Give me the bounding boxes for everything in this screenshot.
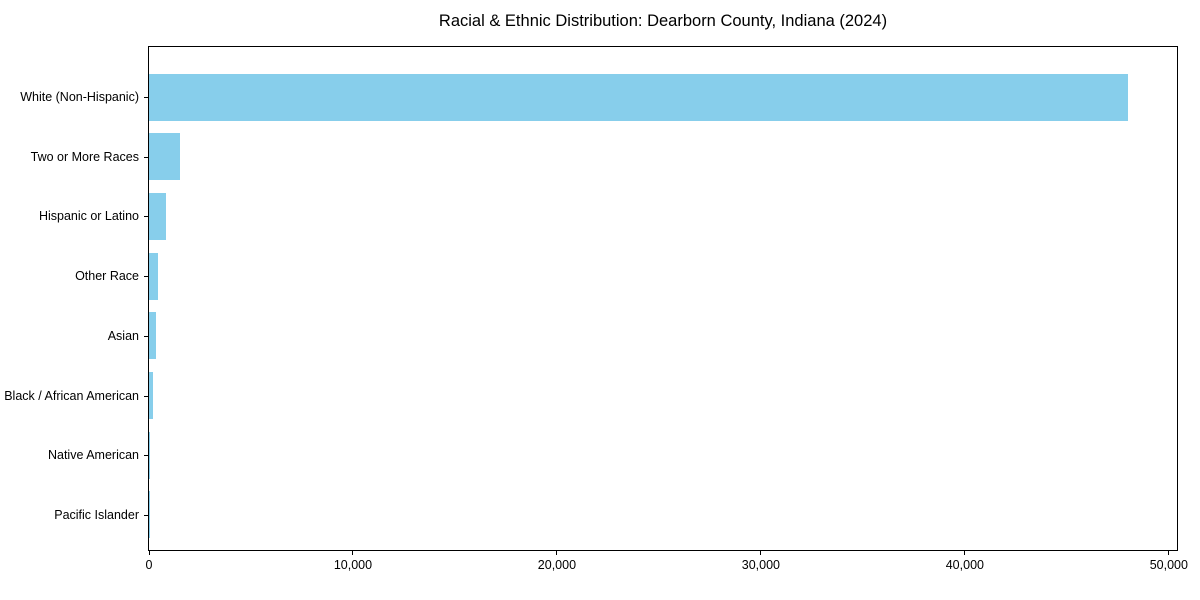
bar (149, 133, 180, 181)
y-tick-mark (144, 514, 148, 516)
y-tick-mark (144, 335, 148, 337)
x-tick-label: 10,000 (333, 558, 373, 572)
y-tick-mark (144, 455, 148, 457)
x-tick-mark (760, 551, 762, 555)
y-tick-mark (144, 97, 148, 98)
x-tick-mark (556, 551, 558, 555)
y-tick-label: Hispanic or Latino (38, 209, 139, 224)
bar (149, 252, 159, 300)
y-tick-mark (144, 216, 148, 218)
x-tick-label: 30,000 (741, 558, 780, 572)
x-tick-mark (1168, 551, 1170, 555)
plot-area (148, 46, 1178, 551)
bar (149, 312, 157, 360)
x-tick-label: 20,000 (537, 558, 577, 572)
chart-title: Racial & Ethnic Distribution: Dearborn C… (438, 12, 888, 30)
y-tick-label: Native American (47, 448, 139, 463)
x-tick-label: 50,000 (1149, 558, 1188, 572)
y-tick-label: Asian (107, 328, 139, 343)
bar (149, 192, 167, 240)
y-tick-mark (144, 156, 148, 158)
x-tick-label: 0 (145, 558, 153, 572)
bar (149, 431, 150, 479)
x-tick-mark (352, 551, 354, 555)
y-tick-label: Black / African American (4, 388, 139, 403)
bar (149, 372, 153, 420)
x-tick-mark (148, 551, 150, 555)
x-tick-mark (964, 551, 966, 555)
y-tick-label: Two or More Races (30, 149, 139, 164)
y-tick-label: White (Non-Hispanic) (20, 90, 139, 104)
y-tick-mark (144, 395, 148, 397)
y-tick-label: Pacific Islander (54, 507, 139, 522)
y-tick-mark (144, 276, 148, 278)
bar (149, 73, 1129, 121)
y-tick-label: Other Race (75, 269, 139, 284)
x-tick-label: 40,000 (945, 558, 984, 572)
